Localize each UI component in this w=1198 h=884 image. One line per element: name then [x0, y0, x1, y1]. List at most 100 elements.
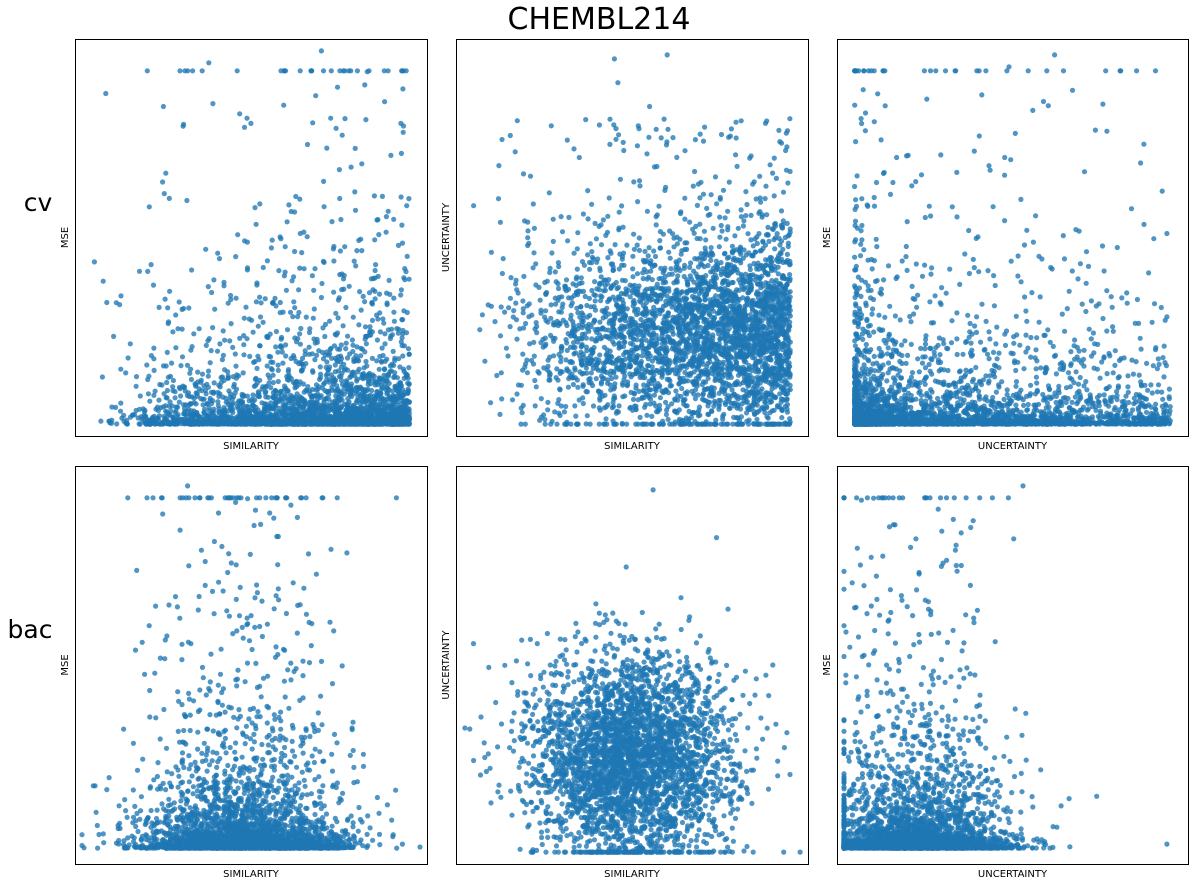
scatter-point — [151, 367, 157, 373]
scatter-point — [180, 123, 186, 129]
scatter-point — [263, 388, 269, 395]
scatter-point — [705, 360, 711, 366]
scatter-point — [297, 230, 303, 237]
scatter-point — [184, 362, 191, 368]
scatter-point — [363, 358, 369, 365]
scatter-point — [367, 328, 373, 334]
scatter-point — [593, 376, 599, 382]
scatter-point — [318, 294, 324, 301]
scatter-point — [557, 386, 563, 392]
scatter-point — [356, 366, 362, 372]
scatter-point — [253, 299, 259, 305]
scatter-point — [566, 376, 572, 382]
scatter-point — [404, 309, 410, 316]
scatter-point — [406, 351, 412, 357]
scatter-point — [172, 395, 178, 401]
scatter-point — [142, 407, 148, 413]
scatter-point — [762, 196, 768, 202]
scatter-point — [336, 395, 342, 401]
scatter-point — [230, 400, 236, 406]
scatter-point — [151, 345, 157, 351]
scatter-point — [384, 373, 390, 379]
scatter-point — [280, 360, 286, 366]
scatter-point — [563, 337, 569, 343]
scatter-point — [352, 207, 359, 213]
scatter-point — [279, 349, 285, 355]
scatter-point — [98, 418, 104, 424]
scatter-point — [268, 385, 274, 391]
scatter-point — [188, 347, 194, 353]
scatter-point — [151, 392, 157, 398]
scatter-point — [273, 409, 280, 415]
scatter-point — [152, 421, 158, 427]
scatter-point — [400, 353, 406, 359]
scatter-point — [718, 131, 725, 138]
scatter-point — [326, 396, 332, 402]
scatter-point — [787, 272, 793, 278]
scatter-point — [390, 348, 396, 354]
scatter-point — [354, 378, 360, 384]
scatter-point — [386, 277, 392, 283]
scatter-point — [270, 359, 276, 365]
scatter-point — [340, 323, 346, 329]
scatter-point — [333, 125, 339, 131]
scatter-point — [275, 367, 281, 373]
scatter-point — [649, 364, 655, 370]
scatter-point — [538, 396, 544, 402]
scatter-point — [377, 376, 383, 382]
scatter-point — [291, 299, 297, 305]
scatter-point — [336, 295, 342, 301]
scatter-point — [207, 395, 213, 401]
scatter-point — [310, 369, 316, 375]
scatter-point — [389, 332, 395, 338]
scatter-point — [756, 231, 762, 237]
scatter-point — [488, 400, 494, 406]
scatter-point — [217, 341, 223, 347]
scatter-point — [374, 389, 380, 395]
scatter-point — [757, 173, 763, 179]
scatter-point — [613, 126, 619, 132]
scatter-point — [587, 266, 593, 272]
scatter-point — [585, 216, 591, 222]
scatter-point — [497, 333, 504, 339]
scatter-point — [203, 246, 209, 252]
scatter-point — [203, 391, 209, 397]
scatter-point — [270, 372, 276, 378]
scatter-point — [179, 354, 186, 360]
scatter-point — [340, 68, 346, 74]
scatter-point — [184, 197, 190, 204]
scatter-point — [104, 299, 110, 306]
scatter-point — [296, 309, 302, 316]
scatter-point — [257, 314, 264, 320]
scatter-point — [329, 355, 335, 361]
scatter-point — [256, 393, 262, 399]
scatter-point — [232, 351, 238, 357]
scatter-point — [247, 353, 253, 359]
scatter-point — [283, 385, 289, 391]
scatter-point — [319, 349, 326, 355]
scatter-point — [176, 384, 182, 391]
scatter-point — [375, 316, 381, 322]
scatter-point — [336, 167, 342, 173]
scatter-point — [395, 402, 402, 408]
scatter-point — [206, 60, 212, 66]
scatter-point — [231, 381, 237, 387]
scatter-point — [385, 68, 391, 74]
scatter-point — [188, 408, 194, 414]
scatter-point — [239, 399, 246, 405]
scatter-point — [215, 250, 221, 256]
scatter-point — [286, 377, 292, 383]
scatter-point — [690, 183, 696, 189]
scatter-point — [375, 404, 381, 410]
scatter-point — [667, 255, 673, 261]
scatter-point — [777, 391, 783, 397]
scatter-point — [191, 400, 197, 406]
scatter-point — [146, 204, 152, 210]
scatter-point — [164, 349, 170, 355]
scatter-point — [284, 219, 290, 225]
scatter-point — [222, 337, 228, 343]
scatter-point — [690, 226, 696, 232]
scatter-point — [345, 386, 351, 392]
scatter-point — [181, 402, 187, 408]
scatter-point — [313, 93, 319, 99]
